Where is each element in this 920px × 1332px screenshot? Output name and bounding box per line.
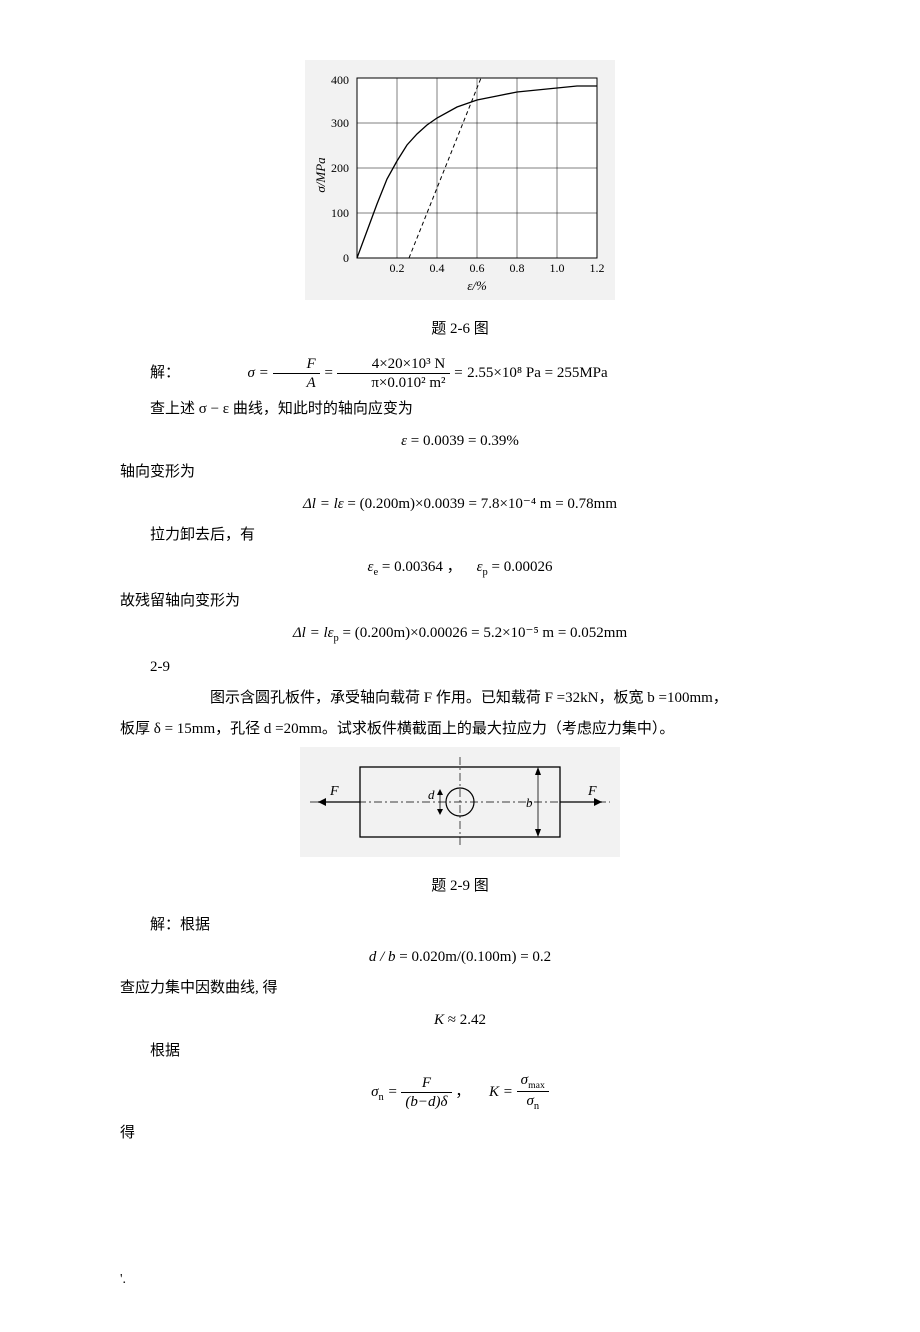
svg-text:0.4: 0.4 bbox=[430, 261, 445, 275]
eq-delta-l-1: Δl = lε = (0.200m)×0.0039 = 7.8×10⁻⁴ m =… bbox=[120, 492, 800, 516]
figure-2-6: 0 100 200 300 400 0.2 0.4 0.6 0.8 1.0 1.… bbox=[120, 60, 800, 310]
text-lookup: 查上述 σ − ε 曲线，知此时的轴向应变为 bbox=[120, 396, 800, 423]
text-after-unload: 拉力卸去后，有 bbox=[120, 522, 800, 549]
problem-2-9-number: 2-9 bbox=[120, 654, 800, 681]
svg-text:300: 300 bbox=[331, 116, 349, 130]
svg-text:1.0: 1.0 bbox=[550, 261, 565, 275]
eq-epsilon: ε = 0.0039 = 0.39% bbox=[120, 429, 800, 453]
svg-text:F: F bbox=[329, 784, 339, 799]
svg-text:0.8: 0.8 bbox=[510, 261, 525, 275]
svg-text:σ/MPa: σ/MPa bbox=[313, 157, 328, 193]
text-residual: 故残留轴向变形为 bbox=[120, 588, 800, 615]
svg-text:0: 0 bbox=[343, 251, 349, 265]
stress-strain-chart: 0 100 200 300 400 0.2 0.4 0.6 0.8 1.0 1.… bbox=[305, 60, 615, 300]
text-de: 得 bbox=[120, 1120, 800, 1147]
eq-sigma: σ = FA = 4×20×10³ Nπ×0.010² m² = 2.55×10… bbox=[248, 365, 608, 381]
eq-k: K ≈ 2.42 bbox=[120, 1008, 800, 1032]
svg-text:200: 200 bbox=[331, 161, 349, 175]
figure-2-6-caption: 题 2-6 图 bbox=[120, 316, 800, 343]
solution-line: 解： σ = FA = 4×20×10³ Nπ×0.010² m² = 2.55… bbox=[120, 355, 800, 392]
figure-2-9: F F d b bbox=[120, 747, 800, 867]
eq-sigma-n: σn = F(b−d)δ ， K = σmaxσn bbox=[120, 1071, 800, 1114]
svg-text:b: b bbox=[526, 795, 533, 810]
svg-text:F: F bbox=[587, 784, 597, 799]
svg-text:d: d bbox=[428, 787, 435, 802]
svg-text:100: 100 bbox=[331, 206, 349, 220]
text-sol2: 解：根据 bbox=[120, 912, 800, 939]
text-genju: 根据 bbox=[120, 1038, 800, 1065]
svg-text:0.6: 0.6 bbox=[470, 261, 485, 275]
footer-mark: '. bbox=[120, 1267, 800, 1292]
solution-prefix: 解： bbox=[150, 365, 180, 381]
svg-text:1.2: 1.2 bbox=[590, 261, 605, 275]
plate-hole-diagram: F F d b bbox=[300, 747, 620, 857]
eq-delta-l-2: Δl = lεp = (0.200m)×0.00026 = 5.2×10⁻⁵ m… bbox=[120, 621, 800, 648]
text-lookup-k: 查应力集中因数曲线, 得 bbox=[120, 975, 800, 1002]
svg-text:0.2: 0.2 bbox=[390, 261, 405, 275]
problem-2-9-text1: 图示含圆孔板件，承受轴向载荷 F 作用。已知载荷 F =32kN，板宽 b =1… bbox=[120, 685, 800, 712]
problem-2-9-text2: 板厚 δ = 15mm，孔径 d =20mm。试求板件横截面上的最大拉应力（考虑… bbox=[120, 716, 800, 743]
eq-d-over-b: d / b = 0.020m/(0.100m) = 0.2 bbox=[120, 945, 800, 969]
figure-2-9-caption: 题 2-9 图 bbox=[120, 873, 800, 900]
eq-eps-parts: εe = 0.00364 ， εp = 0.00026 bbox=[120, 555, 800, 582]
text-axial-def: 轴向变形为 bbox=[120, 459, 800, 486]
svg-text:ε/%: ε/% bbox=[467, 278, 487, 293]
svg-text:400: 400 bbox=[331, 73, 349, 87]
